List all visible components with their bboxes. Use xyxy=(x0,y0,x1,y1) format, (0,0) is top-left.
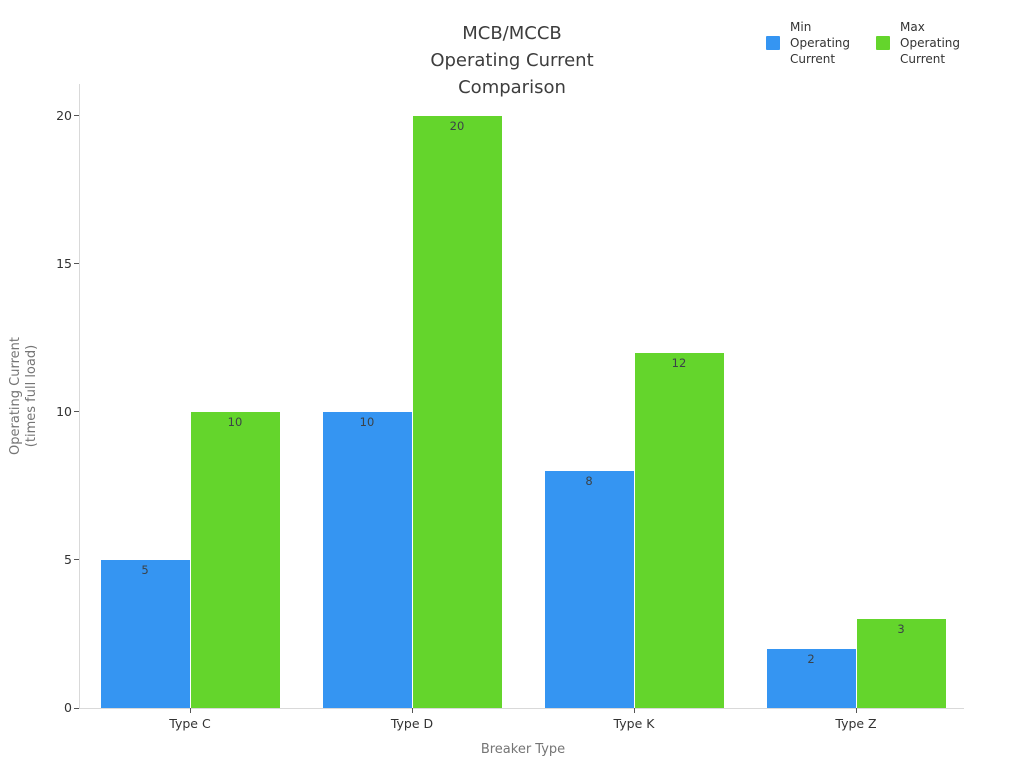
bar-value-label: 20 xyxy=(449,118,465,133)
bar-min-operating-current-type-z: 2 xyxy=(766,648,856,708)
y-tick xyxy=(74,559,79,561)
bar-value-label: 2 xyxy=(807,651,815,666)
legend-swatch-max-icon xyxy=(876,36,890,50)
y-tick-label: 20 xyxy=(56,107,72,123)
legend-item-min-operating-current: Min Operating Current xyxy=(766,19,856,67)
x-tick xyxy=(411,708,413,713)
bar-value-label: 10 xyxy=(227,414,243,429)
y-tick-label: 10 xyxy=(56,403,72,419)
chart-title: MCB/MCCB Operating Current Comparison xyxy=(430,23,594,98)
x-tick-label: Type C xyxy=(169,716,211,731)
legend-item-max-operating-current: Max Operating Current xyxy=(876,19,966,67)
x-tick xyxy=(189,708,191,713)
bar-value-label: 10 xyxy=(359,414,375,429)
legend-swatch-min-icon xyxy=(766,36,780,50)
bar-max-operating-current-type-z: 3 xyxy=(856,619,946,708)
bar-min-operating-current-type-k: 8 xyxy=(544,471,634,708)
bar-max-operating-current-type-c: 10 xyxy=(190,411,280,708)
x-axis-title: Breaker Type xyxy=(480,742,566,757)
y-tick xyxy=(74,411,79,413)
x-tick-label: Type Z xyxy=(835,716,877,731)
x-tick-label: Type K xyxy=(613,716,655,731)
y-axis-title: Operating Current (times full load) xyxy=(8,337,39,455)
legend: Min Operating Current Max Operating Curr… xyxy=(766,19,966,67)
bar-max-operating-current-type-k: 12 xyxy=(634,352,724,708)
y-tick xyxy=(74,263,79,265)
y-tick-label: 5 xyxy=(64,551,72,567)
bar-min-operating-current-type-d: 10 xyxy=(322,411,412,708)
y-tick-label: 15 xyxy=(56,255,72,271)
x-tick xyxy=(855,708,857,713)
legend-label-max: Max Operating Current xyxy=(900,20,960,66)
y-tick xyxy=(74,115,79,116)
y-tick xyxy=(74,707,79,709)
bar-max-operating-current-type-d: 20 xyxy=(412,115,502,708)
x-axis-line xyxy=(79,708,964,709)
bar-value-label: 12 xyxy=(671,355,687,370)
legend-label-min: Min Operating Current xyxy=(790,20,850,66)
x-tick-label: Type D xyxy=(390,716,434,731)
y-axis-line xyxy=(79,84,80,709)
bar-value-label: 3 xyxy=(897,622,905,637)
bar-min-operating-current-type-c: 5 xyxy=(100,559,190,708)
bar-value-label: 8 xyxy=(585,474,593,488)
y-tick-label: 0 xyxy=(64,700,72,715)
bar-value-label: 5 xyxy=(141,562,149,577)
x-tick xyxy=(633,708,635,713)
